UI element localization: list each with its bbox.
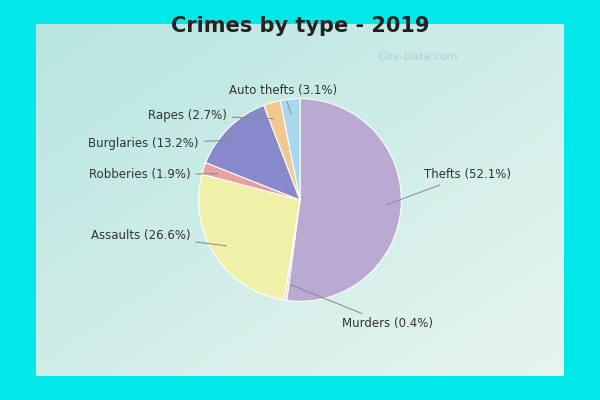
Text: Rapes (2.7%): Rapes (2.7%): [148, 109, 274, 122]
Wedge shape: [202, 163, 300, 200]
Text: Crimes by type - 2019: Crimes by type - 2019: [171, 16, 429, 36]
Wedge shape: [199, 174, 300, 300]
Text: Robberies (1.9%): Robberies (1.9%): [89, 168, 217, 181]
Text: Murders (0.4%): Murders (0.4%): [290, 285, 433, 330]
Text: Assaults (26.6%): Assaults (26.6%): [91, 229, 226, 246]
Text: Burglaries (13.2%): Burglaries (13.2%): [88, 137, 238, 150]
Text: City-Data.com: City-Data.com: [379, 52, 458, 62]
Text: Thefts (52.1%): Thefts (52.1%): [387, 168, 511, 205]
Wedge shape: [280, 99, 300, 200]
Wedge shape: [284, 200, 300, 300]
Wedge shape: [287, 99, 401, 301]
Wedge shape: [264, 100, 300, 200]
Text: Auto thefts (3.1%): Auto thefts (3.1%): [229, 84, 337, 113]
Wedge shape: [206, 105, 300, 200]
